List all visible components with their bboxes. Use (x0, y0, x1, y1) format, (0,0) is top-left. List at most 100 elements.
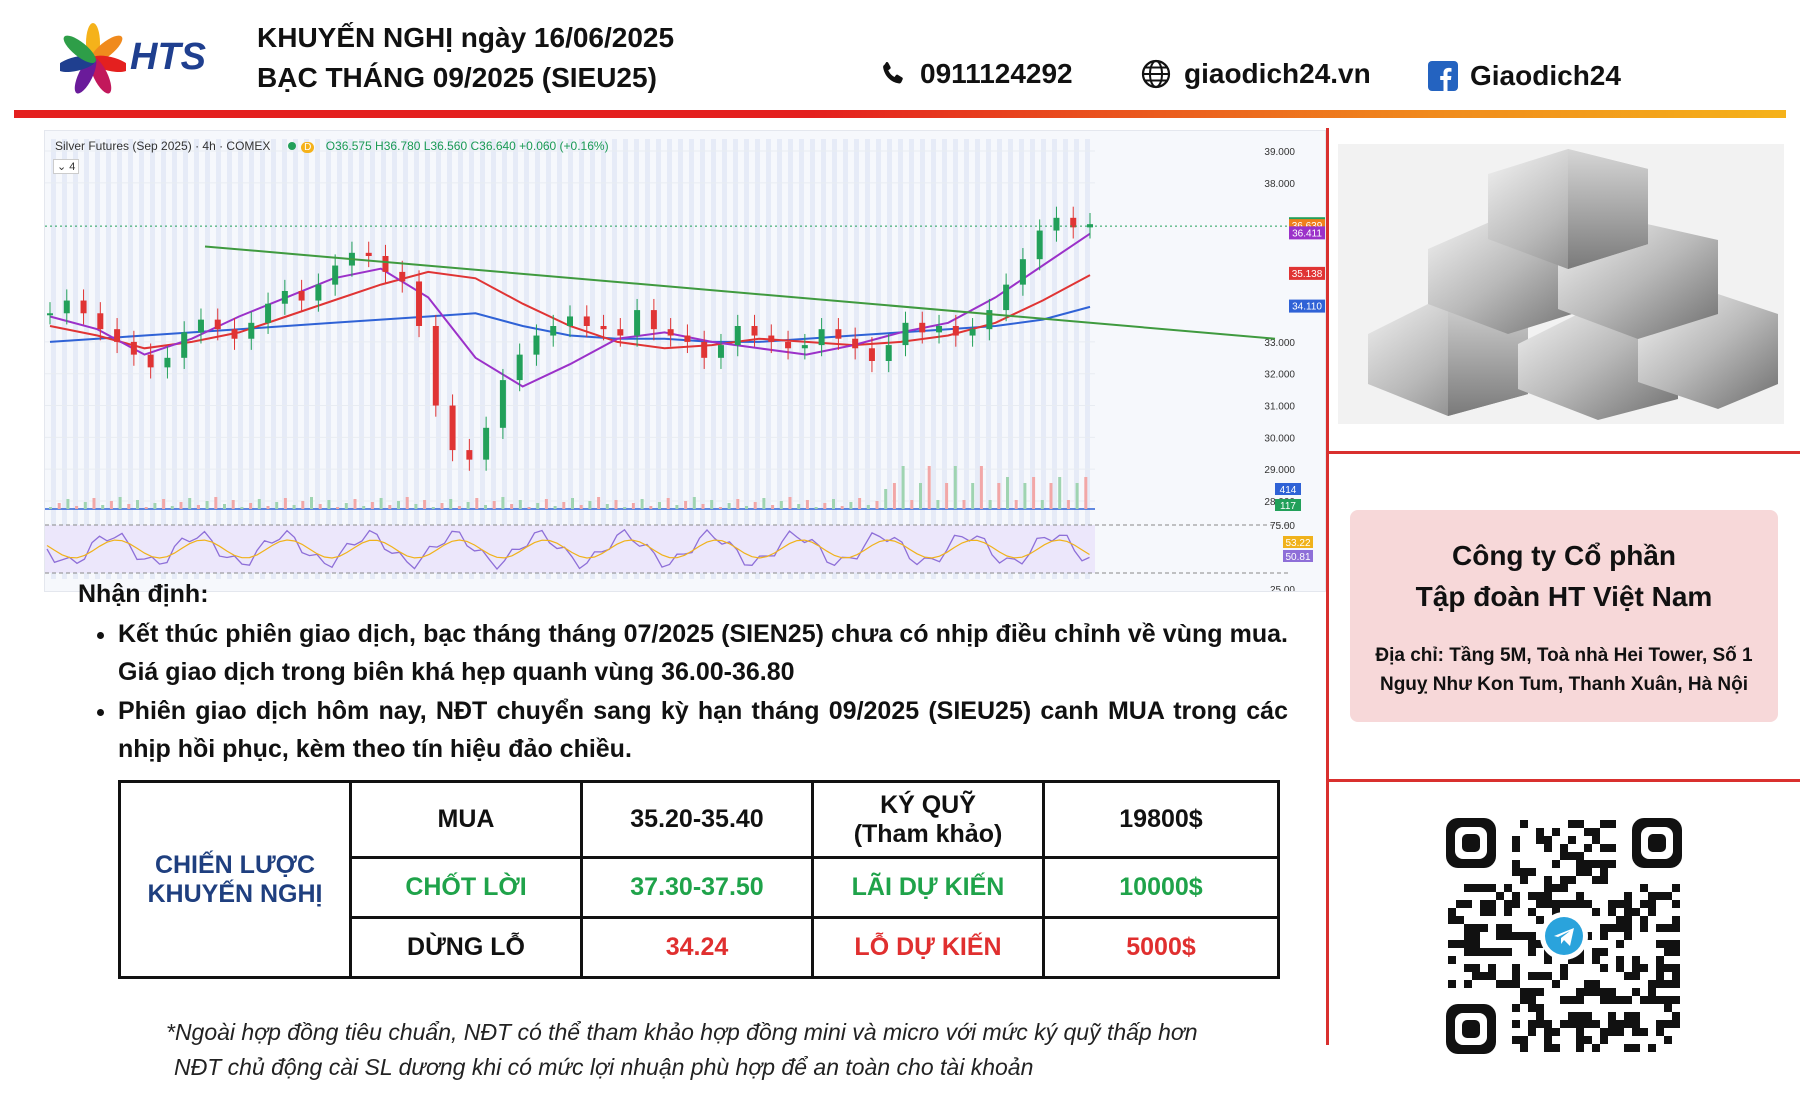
qr-module (1592, 876, 1600, 884)
qr-module (1576, 988, 1584, 996)
price-chart[interactable]: 39.000 38.000 33.000 32.000 31.000 30.000 29.0… (44, 130, 1326, 592)
qr-module (1472, 924, 1480, 932)
volume-bar (849, 502, 853, 509)
grid-band (271, 139, 276, 579)
grid-band (832, 139, 837, 579)
expected-loss-value: 5000$ (1042, 916, 1280, 979)
qr-module (1536, 900, 1544, 908)
candle-body (667, 329, 674, 336)
qr-module (1472, 948, 1480, 956)
qr-module (1504, 948, 1512, 956)
qr-module (1576, 900, 1584, 908)
volume-bar (362, 506, 366, 509)
indicator-toggle[interactable]: ⌄ 4 (53, 159, 80, 174)
volume-bar (1066, 500, 1070, 509)
volume-bar (240, 507, 244, 509)
qr-module (1496, 932, 1504, 940)
qr-module (1584, 1012, 1592, 1020)
volume-bar (310, 497, 313, 509)
grid-band (513, 139, 518, 579)
grid-band (986, 139, 991, 579)
candle-body (214, 319, 221, 330)
grid-band (920, 139, 925, 579)
candle-body (701, 341, 708, 358)
candle-body (281, 291, 288, 304)
volume-bar (405, 497, 409, 509)
qr-module (1448, 908, 1456, 916)
qr-module (1616, 964, 1624, 972)
qr-module (1528, 972, 1536, 980)
volume-bar (936, 500, 940, 509)
grid-band (678, 139, 683, 579)
volume-bar (762, 498, 766, 509)
qr-module (1600, 996, 1608, 1004)
phone-contact[interactable]: 0911124292 (878, 58, 1073, 90)
qr-module (1656, 940, 1664, 948)
qr-module (1656, 964, 1664, 972)
qr-module (1624, 916, 1632, 924)
candle-body (969, 329, 976, 336)
telegram-qr-code[interactable] (1446, 818, 1682, 1054)
qr-module (1488, 884, 1496, 892)
grid-band (711, 139, 716, 579)
qr-module (1496, 948, 1504, 956)
expected-loss-label: LỖ DỰ KIẾN (811, 916, 1045, 979)
candle-body (97, 313, 104, 330)
volume-bar (466, 502, 470, 509)
volume-bar (370, 502, 374, 509)
grid-band (744, 139, 749, 579)
volume-bar (518, 500, 522, 509)
company-address-line-1: Địa chỉ: Tầng 5M, Toà nhà Hei Tower, Số … (1375, 645, 1753, 666)
qr-module (1544, 1020, 1552, 1028)
qr-module (1640, 924, 1648, 932)
volume-bar (988, 500, 992, 509)
qr-module (1528, 908, 1536, 916)
qr-module (1536, 836, 1544, 844)
facebook-contact[interactable]: Giaodich24 (1428, 60, 1621, 92)
volume-bar (231, 500, 235, 509)
volume-bar (379, 498, 383, 509)
qr-module (1464, 900, 1472, 908)
volume-bar (66, 499, 70, 509)
qr-module (1592, 1020, 1600, 1028)
grid-band (964, 139, 969, 579)
volume-bar (858, 498, 862, 509)
qr-module (1520, 1036, 1528, 1044)
qr-module (1544, 900, 1552, 908)
volume-bar (510, 504, 514, 509)
qr-module (1672, 900, 1680, 908)
qr-module (1560, 1020, 1568, 1028)
candle-body (483, 427, 490, 460)
grid-band (612, 139, 617, 579)
column-divider (1326, 128, 1329, 1045)
volume-bar (196, 505, 200, 509)
qr-module (1608, 1020, 1616, 1028)
qr-module (1504, 980, 1512, 988)
volume-bar (684, 501, 688, 509)
candle-body (734, 326, 741, 346)
qr-module (1664, 948, 1672, 956)
grid-band (1085, 139, 1090, 579)
price-tag (1289, 299, 1325, 313)
volume-bar (805, 500, 809, 509)
volume-bar (910, 500, 914, 509)
qr-module (1592, 1044, 1600, 1052)
qr-module (1648, 996, 1656, 1004)
qr-module (1552, 908, 1560, 916)
qr-module (1624, 900, 1632, 908)
candle-body (919, 322, 926, 333)
candle-body (902, 322, 909, 346)
qr-module (1544, 876, 1552, 884)
candle-body (818, 329, 825, 346)
grid-band (788, 139, 793, 579)
volume-bar (675, 505, 679, 509)
candle-body (114, 329, 121, 342)
qr-module (1664, 1004, 1672, 1012)
website-contact[interactable]: giaodich24.vn (1140, 58, 1371, 90)
qr-module (1480, 972, 1488, 980)
volume-bar (144, 507, 148, 509)
qr-module (1568, 1012, 1576, 1020)
grid-band (854, 139, 859, 579)
qr-module (1632, 988, 1640, 996)
volume-tag-label: 117 (1280, 501, 1296, 512)
